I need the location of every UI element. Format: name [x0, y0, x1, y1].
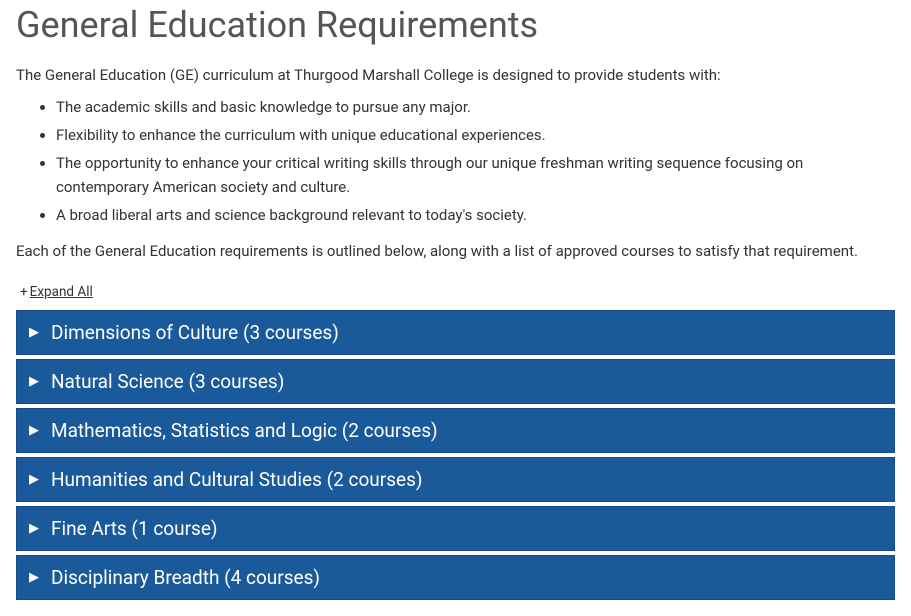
triangle-right-icon: ▶ — [29, 375, 39, 388]
accordion-item-natural-science[interactable]: ▶ Natural Science (3 courses) — [16, 359, 895, 404]
accordion-item-mathematics[interactable]: ▶ Mathematics, Statistics and Logic (2 c… — [16, 408, 895, 453]
expand-all-button[interactable]: +Expand All — [20, 284, 93, 300]
list-item: The opportunity to enhance your critical… — [56, 151, 895, 199]
triangle-right-icon: ▶ — [29, 473, 39, 486]
expand-all-label: Expand All — [30, 284, 93, 300]
accordion-title: Humanities and Cultural Studies (2 cours… — [51, 468, 423, 491]
list-item: A broad liberal arts and science backgro… — [56, 203, 895, 227]
list-item: The academic skills and basic knowledge … — [56, 95, 895, 119]
accordion-item-humanities[interactable]: ▶ Humanities and Cultural Studies (2 cou… — [16, 457, 895, 502]
triangle-right-icon: ▶ — [29, 571, 39, 584]
triangle-right-icon: ▶ — [29, 522, 39, 535]
accordion-title: Disciplinary Breadth (4 courses) — [51, 566, 320, 589]
triangle-right-icon: ▶ — [29, 424, 39, 437]
accordion-item-fine-arts[interactable]: ▶ Fine Arts (1 course) — [16, 506, 895, 551]
page-title: General Education Requirements — [16, 4, 895, 46]
accordion: ▶ Dimensions of Culture (3 courses) ▶ Na… — [16, 310, 895, 600]
list-item: Flexibility to enhance the curriculum wi… — [56, 123, 895, 147]
intro-paragraph: The General Education (GE) curriculum at… — [16, 64, 895, 87]
bullet-list: The academic skills and basic knowledge … — [16, 95, 895, 227]
accordion-item-dimensions-of-culture[interactable]: ▶ Dimensions of Culture (3 courses) — [16, 310, 895, 355]
triangle-right-icon: ▶ — [29, 326, 39, 339]
accordion-title: Fine Arts (1 course) — [51, 517, 218, 540]
outro-paragraph: Each of the General Education requiremen… — [16, 239, 895, 263]
accordion-item-disciplinary-breadth[interactable]: ▶ Disciplinary Breadth (4 courses) — [16, 555, 895, 600]
accordion-title: Natural Science (3 courses) — [51, 370, 284, 393]
plus-icon: + — [20, 284, 28, 300]
accordion-title: Mathematics, Statistics and Logic (2 cou… — [51, 419, 438, 442]
accordion-title: Dimensions of Culture (3 courses) — [51, 321, 339, 344]
